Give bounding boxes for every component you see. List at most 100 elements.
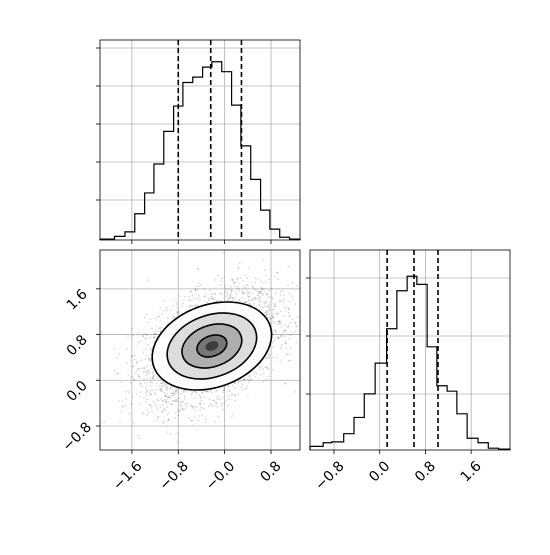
scatter-point xyxy=(291,295,293,297)
scatter-point xyxy=(278,320,281,322)
scatter-point xyxy=(265,311,267,314)
scatter-point xyxy=(183,296,186,298)
scatter-point xyxy=(267,296,270,299)
scatter-point xyxy=(195,390,197,393)
scatter-point xyxy=(146,372,148,375)
scatter-point xyxy=(212,298,214,300)
scatter-y-tick-labels: 1.6 0.8 0.0 −0.8 xyxy=(60,286,95,454)
scatter-point xyxy=(258,368,261,371)
scatter-point xyxy=(165,401,168,404)
scatter-point xyxy=(242,379,245,381)
scatter-point xyxy=(225,285,227,287)
scatter-point xyxy=(143,332,145,335)
scatter-point xyxy=(255,297,257,300)
scatter-point xyxy=(267,367,270,370)
scatter-point xyxy=(160,398,162,400)
scatter-point xyxy=(258,291,261,293)
scatter-point xyxy=(154,317,156,320)
scatter-point xyxy=(208,298,210,300)
scatter-point xyxy=(230,292,233,294)
scatter-point xyxy=(195,285,198,288)
scatter-point xyxy=(171,395,174,398)
scatter-point xyxy=(285,347,288,350)
scatter-point xyxy=(185,309,188,312)
scatter-point xyxy=(151,372,154,374)
scatter-point xyxy=(175,399,177,401)
scatter-point xyxy=(213,298,216,301)
scatter-point xyxy=(251,286,254,289)
scatter-point xyxy=(229,296,232,298)
scatter-point xyxy=(231,289,233,292)
scatter-point xyxy=(234,387,236,389)
density-contour xyxy=(151,301,273,391)
scatter-point xyxy=(127,373,130,376)
scatter-point xyxy=(198,394,201,396)
scatter-point xyxy=(165,400,167,402)
scatter-point xyxy=(167,396,170,399)
scatter-point xyxy=(247,284,249,287)
scatter-point xyxy=(201,392,204,395)
scatter-point xyxy=(225,292,228,294)
scatter-point xyxy=(135,369,138,372)
x-tick-label: −0.8 xyxy=(157,458,192,493)
scatter-point xyxy=(177,409,180,412)
scatter-point xyxy=(229,297,231,299)
scatter-point xyxy=(288,359,291,362)
scatter-point xyxy=(268,354,271,356)
scatter-point xyxy=(274,275,277,277)
scatter-point xyxy=(170,309,172,312)
scatter-point xyxy=(149,404,151,406)
scatter-point xyxy=(155,330,157,333)
scatter-point xyxy=(166,413,169,416)
scatter-point xyxy=(261,288,263,291)
density-contour xyxy=(166,312,258,380)
scatter-point xyxy=(279,360,282,363)
hist-top-left-quantiles xyxy=(177,40,243,240)
scatter-point xyxy=(201,414,203,416)
scatter-point xyxy=(259,366,261,369)
scatter-point xyxy=(272,308,275,311)
scatter-point xyxy=(276,272,278,274)
scatter-point xyxy=(260,290,262,293)
scatter-point xyxy=(279,347,282,350)
scatter-point xyxy=(175,412,177,414)
scatter-point xyxy=(232,281,235,284)
scatter-point xyxy=(273,305,276,308)
scatter-point xyxy=(259,300,262,303)
scatter-point xyxy=(243,287,245,289)
scatter-point xyxy=(130,355,133,357)
scatter-point xyxy=(268,313,270,316)
scatter-point xyxy=(197,304,200,307)
scatter-point xyxy=(220,283,222,286)
scatter-point xyxy=(268,278,271,281)
scatter-point xyxy=(172,392,175,395)
scatter-point xyxy=(237,266,240,269)
scatter-point xyxy=(162,300,165,302)
scatter-point xyxy=(295,325,298,328)
scatter-point xyxy=(191,419,193,422)
x-tick-label: −0.0 xyxy=(203,458,238,493)
scatter-point xyxy=(141,334,144,337)
scatter-point xyxy=(167,396,169,399)
scatter-point xyxy=(287,284,289,286)
scatter-point xyxy=(224,400,227,402)
scatter-point xyxy=(265,293,268,296)
scatter-point xyxy=(263,372,265,375)
scatter-point xyxy=(145,334,148,336)
scatter-point xyxy=(194,287,196,290)
scatter-point xyxy=(230,290,233,293)
scatter-point xyxy=(183,299,185,301)
scatter-point xyxy=(203,288,205,290)
scatter-point xyxy=(196,289,199,291)
scatter-point xyxy=(208,299,210,302)
scatter-point xyxy=(144,358,147,361)
scatter-point xyxy=(161,411,164,413)
scatter-point xyxy=(237,393,240,395)
hist-top-left-background xyxy=(100,40,300,240)
scatter-point xyxy=(175,392,177,394)
scatter-point xyxy=(254,296,256,299)
scatter-point xyxy=(166,389,169,391)
scatter-point xyxy=(200,397,202,399)
scatter-point xyxy=(180,405,182,407)
